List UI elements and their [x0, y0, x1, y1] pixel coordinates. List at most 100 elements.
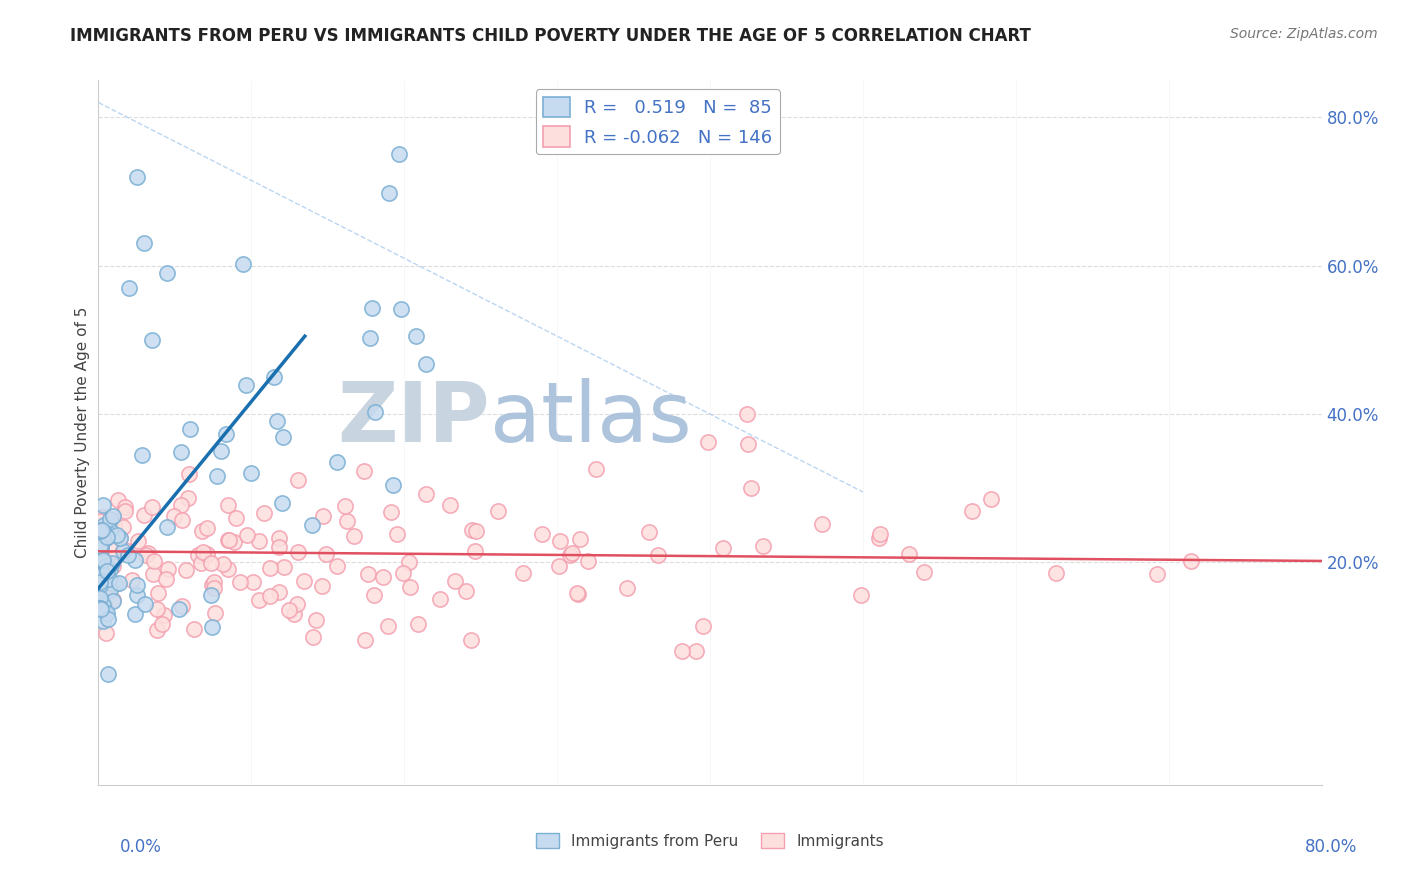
- Point: [269, 532, 291, 546]
- Point: [124, 607, 146, 622]
- Point: [240, 467, 263, 481]
- Point: [960, 504, 983, 518]
- Point: [229, 574, 252, 589]
- Point: [167, 602, 190, 616]
- Point: [98, 582, 121, 597]
- Point: [91, 553, 114, 567]
- Point: [89, 539, 111, 553]
- Point: [103, 594, 125, 608]
- Point: [301, 518, 323, 533]
- Point: [273, 430, 295, 444]
- Point: [201, 620, 224, 634]
- Point: [96, 530, 118, 544]
- Point: [415, 486, 437, 500]
- Point: [567, 585, 589, 599]
- Point: [377, 619, 399, 633]
- Point: [429, 592, 451, 607]
- Point: [103, 576, 125, 591]
- Point: [146, 624, 169, 638]
- Point: [333, 500, 356, 514]
- Point: [155, 572, 177, 586]
- Point: [735, 407, 758, 421]
- Point: [737, 436, 759, 450]
- Point: [91, 598, 114, 612]
- Point: [211, 558, 233, 572]
- Point: [127, 533, 149, 548]
- Point: [156, 520, 179, 534]
- Point: [114, 500, 136, 514]
- Point: [107, 492, 129, 507]
- Point: [170, 599, 193, 613]
- Point: [91, 528, 114, 542]
- Legend: Immigrants from Peru, Immigrants: Immigrants from Peru, Immigrants: [530, 827, 890, 855]
- Point: [311, 579, 333, 593]
- Text: Source: ZipAtlas.com: Source: ZipAtlas.com: [1230, 27, 1378, 41]
- Point: [385, 527, 408, 541]
- Point: [336, 514, 359, 528]
- Point: [312, 509, 335, 524]
- Point: [685, 644, 707, 658]
- Point: [94, 531, 117, 545]
- Point: [124, 552, 146, 566]
- Point: [326, 558, 349, 573]
- Point: [103, 550, 125, 565]
- Point: [236, 527, 259, 541]
- Point: [142, 566, 165, 581]
- Point: [91, 614, 114, 628]
- Point: [637, 525, 659, 540]
- Point: [287, 474, 309, 488]
- Point: [576, 554, 599, 568]
- Point: [110, 531, 132, 545]
- Point: [225, 511, 247, 525]
- Point: [156, 562, 179, 576]
- Point: [343, 529, 366, 543]
- Point: [96, 519, 118, 533]
- Point: [107, 576, 129, 591]
- Point: [305, 613, 328, 627]
- Point: [94, 569, 117, 583]
- Point: [98, 523, 121, 537]
- Point: [111, 544, 134, 558]
- Point: [93, 598, 115, 612]
- Point: [103, 516, 125, 531]
- Point: [89, 569, 111, 583]
- Point: [114, 503, 136, 517]
- Point: [326, 455, 349, 469]
- Point: [117, 548, 139, 562]
- Point: [132, 508, 155, 523]
- Point: [647, 548, 669, 562]
- Point: [97, 519, 120, 533]
- Point: [121, 573, 143, 587]
- Point: [163, 509, 186, 524]
- Point: [512, 566, 534, 581]
- Point: [252, 506, 274, 520]
- Point: [357, 567, 380, 582]
- Point: [389, 302, 412, 317]
- Text: 80.0%: 80.0%: [1305, 838, 1357, 856]
- Point: [146, 586, 169, 600]
- Point: [96, 530, 118, 544]
- Point: [141, 500, 163, 515]
- Point: [561, 545, 583, 559]
- Point: [711, 541, 734, 555]
- Point: [125, 588, 148, 602]
- Point: [273, 560, 295, 574]
- Point: [285, 597, 308, 611]
- Point: [156, 266, 179, 280]
- Point: [558, 548, 581, 562]
- Point: [90, 540, 112, 554]
- Point: [464, 524, 486, 538]
- Point: [89, 524, 111, 539]
- Point: [247, 593, 270, 607]
- Point: [125, 169, 148, 184]
- Point: [406, 617, 429, 632]
- Point: [439, 498, 461, 512]
- Point: [235, 378, 257, 392]
- Point: [191, 524, 214, 538]
- Point: [266, 413, 288, 427]
- Point: [697, 435, 720, 450]
- Point: [278, 603, 301, 617]
- Point: [91, 564, 114, 578]
- Point: [90, 523, 112, 537]
- Point: [141, 333, 163, 347]
